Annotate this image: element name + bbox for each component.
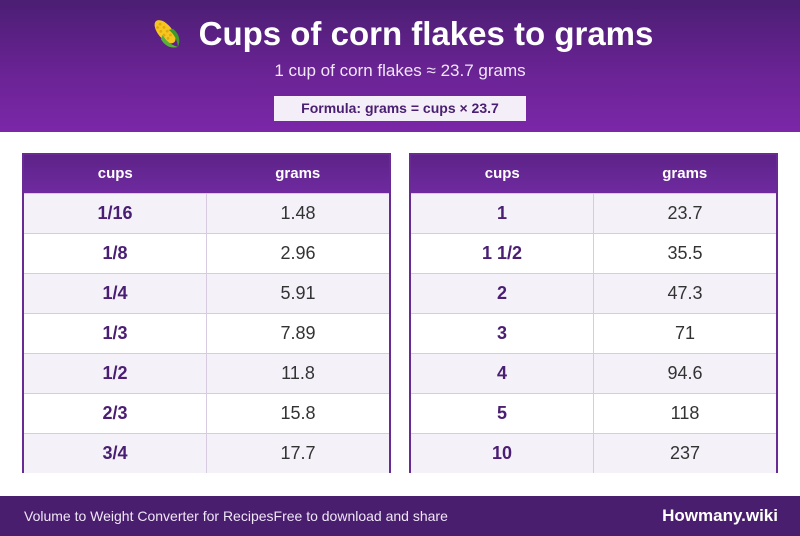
table-row: 3/4 17.7 (24, 433, 389, 473)
footer-text: Volume to Weight Converter for RecipesFr… (24, 496, 448, 536)
formula-badge: Formula: grams = cups × 23.7 (274, 96, 526, 121)
cups-cell: 3 (411, 314, 594, 353)
subtitle: 1 cup of corn flakes ≈ 23.7 grams (274, 61, 526, 80)
grams-cell: 7.89 (280, 323, 316, 343)
table-row: 1 23.7 (411, 193, 776, 233)
cups-cell: 1/8 (24, 234, 207, 273)
grams-cell: 71 (674, 323, 696, 343)
column-header-cups: cups (484, 165, 520, 182)
table-row: 2/3 15.8 (24, 393, 389, 433)
corn-icon (154, 20, 179, 48)
column-header-cups: cups (97, 165, 133, 182)
table-row: 1/8 2.96 (24, 233, 389, 273)
table-row: 10 237 (411, 433, 776, 473)
table-row: 1/2 11.8 (24, 353, 389, 393)
conversion-table-left: cups grams 1/16 1.48 1/8 2.96 1/4 5.91 1/3 7… (22, 153, 391, 473)
cups-cell: 1 1/2 (411, 234, 594, 273)
grams-cell: 2.96 (280, 243, 316, 263)
cups-cell: 2 (411, 274, 594, 313)
column-header-grams: grams (662, 165, 708, 182)
cups-cell: 1/16 (24, 194, 207, 233)
conversion-table-right: cups grams 1 23.7 1 1/2 35.5 2 47.3 3 71 4 94… (409, 153, 778, 473)
table-row: 1 1/2 35.5 (411, 233, 776, 273)
grams-cell: 23.7 (667, 203, 703, 223)
table-row: 3 71 (411, 313, 776, 353)
cups-cell: 1 (411, 194, 594, 233)
table-row: 1/3 7.89 (24, 313, 389, 353)
grams-cell: 118 (670, 403, 700, 423)
table-body: 1/16 1.48 1/8 2.96 1/4 5.91 1/3 7.89 1/2 11.8… (24, 193, 389, 473)
cups-cell: 1/2 (24, 354, 207, 393)
cups-cell: 4 (411, 354, 594, 393)
table-row: 2 47.3 (411, 273, 776, 313)
table-row: 4 94.6 (411, 353, 776, 393)
table-row: 1/4 5.91 (24, 273, 389, 313)
cups-cell: 5 (411, 394, 594, 433)
footer-share-text: Free to download and share (273, 508, 448, 524)
grams-cell: 1.48 (280, 203, 316, 223)
grams-cell: 17.7 (280, 443, 316, 463)
grams-cell: 15.8 (280, 403, 316, 423)
table-body: 1 23.7 1 1/2 35.5 2 47.3 3 71 4 94.6 5 118 10 2… (411, 193, 776, 473)
grams-cell: 47.3 (667, 283, 703, 303)
page-title-row: Cups of corn flakes to grams (0, 10, 800, 58)
page-title: Cups of corn flakes to grams (198, 15, 654, 52)
cups-cell: 3/4 (24, 434, 207, 473)
brand-logo-text[interactable]: Howmany.wiki (662, 506, 778, 525)
header: Cups of corn flakes to grams 1 cup of co… (0, 0, 800, 132)
grams-cell: 237 (669, 443, 701, 463)
table-header: cups grams (24, 155, 389, 193)
grams-cell: 11.8 (281, 363, 315, 383)
grams-cell: 5.91 (280, 283, 316, 303)
column-header-grams: grams (275, 165, 321, 182)
footer: Volume to Weight Converter for RecipesFr… (0, 496, 800, 536)
cups-cell: 2/3 (24, 394, 207, 433)
grams-cell: 35.5 (667, 243, 703, 263)
table-row: 5 118 (411, 393, 776, 433)
cups-cell: 1/3 (24, 314, 207, 353)
footer-tagline: Volume to Weight Converter for Recipes (24, 508, 274, 524)
grams-cell: 94.6 (667, 363, 703, 383)
cups-cell: 10 (411, 434, 594, 473)
table-row: 1/16 1.48 (24, 193, 389, 233)
cups-cell: 1/4 (24, 274, 207, 313)
table-header: cups grams (411, 155, 776, 193)
